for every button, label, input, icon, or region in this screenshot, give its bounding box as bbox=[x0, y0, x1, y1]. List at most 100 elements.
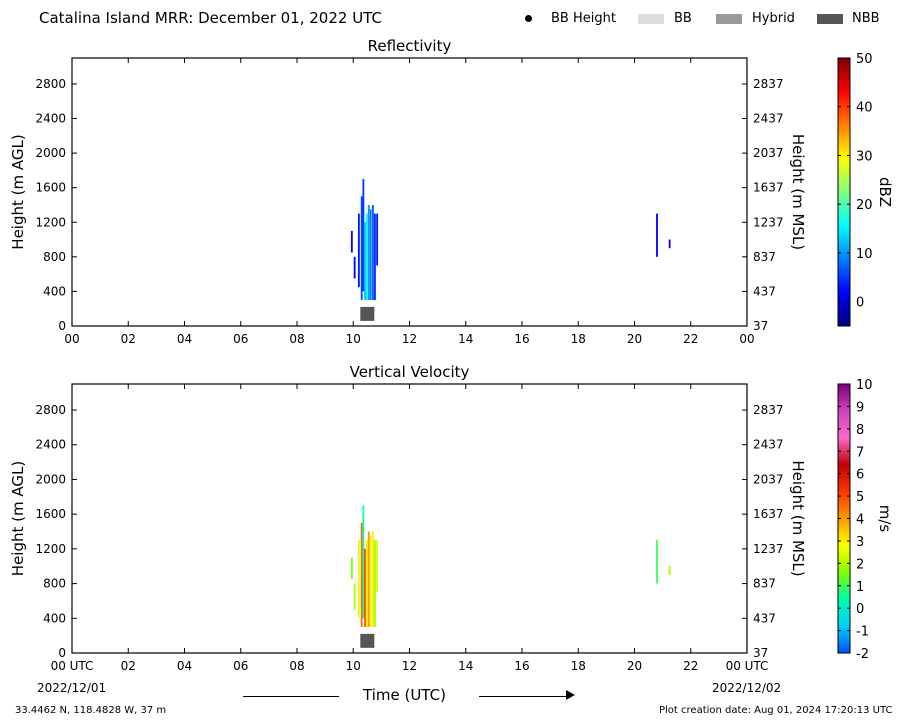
y-axis-label-right: Height (m MSL) bbox=[789, 460, 807, 576]
x-tick-label: 16 bbox=[514, 332, 529, 346]
legend-label-bb: BB bbox=[674, 11, 692, 26]
colorbar-tick-label: 0 bbox=[856, 296, 864, 311]
x-tick-label: 04 bbox=[177, 659, 192, 673]
y-tick-label-right: 1237 bbox=[753, 542, 784, 556]
data-cell bbox=[360, 522, 363, 627]
legend-swatch-nbb bbox=[817, 14, 843, 24]
legend-label-bb-height: BB Height bbox=[551, 11, 616, 26]
panel-title: Vertical Velocity bbox=[350, 363, 470, 381]
x-tick-label: 16 bbox=[514, 659, 529, 673]
data-cell bbox=[369, 535, 372, 627]
x-tick-label: 20 bbox=[627, 332, 642, 346]
y-tick-label-right: 2837 bbox=[753, 403, 784, 417]
data-cell bbox=[376, 213, 379, 266]
data-cell bbox=[365, 540, 368, 627]
y-tick-label: 800 bbox=[43, 577, 66, 591]
data-cell bbox=[357, 540, 360, 619]
x-tick-label: 14 bbox=[458, 332, 473, 346]
colorbar-tick-label: 7 bbox=[856, 445, 864, 460]
x-axis-label: Time (UTC) bbox=[363, 686, 446, 704]
plot-frame bbox=[71, 383, 748, 654]
colorbar-tick-label: 30 bbox=[856, 149, 873, 164]
y-tick-label: 2000 bbox=[35, 146, 66, 160]
y-tick-label-right: 2437 bbox=[753, 438, 784, 452]
x-tick-label: 00 bbox=[739, 332, 754, 346]
y-tick-label: 800 bbox=[43, 250, 66, 264]
x-tick-label: 22 bbox=[683, 332, 698, 346]
data-cell bbox=[350, 557, 353, 580]
legend-label-hybrid: Hybrid bbox=[752, 11, 795, 26]
x-tick-label: 22 bbox=[683, 659, 698, 673]
data-cell bbox=[369, 209, 372, 301]
x-tick-label: 08 bbox=[289, 332, 304, 346]
y-tick-label: 400 bbox=[43, 284, 66, 298]
y-axis-label: Height (m AGL) bbox=[9, 461, 27, 576]
y-tick-label: 0 bbox=[58, 319, 66, 333]
x-tick-label: 02 bbox=[121, 332, 136, 346]
y-tick-label-right: 1637 bbox=[753, 507, 784, 521]
x-tick-label: 10 bbox=[346, 332, 361, 346]
x-tick-label: 08 bbox=[289, 659, 304, 673]
y-tick-label-right: 437 bbox=[753, 284, 776, 298]
colorbar-tick-label: 6 bbox=[856, 468, 864, 483]
x-tick-label: 14 bbox=[458, 659, 473, 673]
x-tick-label: 20 bbox=[627, 659, 642, 673]
data-cell bbox=[668, 566, 671, 575]
colorbar-tick-label: 0 bbox=[856, 602, 864, 617]
figure-title: Catalina Island MRR: December 01, 2022 U… bbox=[39, 9, 382, 27]
data-cell bbox=[353, 256, 356, 279]
y-tick-label-right: 1237 bbox=[753, 215, 784, 229]
colorbar-tick-label: -1 bbox=[856, 625, 869, 640]
y-tick-label: 2400 bbox=[35, 112, 66, 126]
y-tick-label-right: 2437 bbox=[753, 112, 784, 126]
y-tick-label: 0 bbox=[58, 646, 66, 660]
x-tick-label: 18 bbox=[571, 659, 586, 673]
y-tick-label-right: 2837 bbox=[753, 77, 784, 91]
y-tick-label-right: 837 bbox=[753, 577, 776, 591]
colorbar-tick-label: 3 bbox=[856, 535, 864, 550]
y-tick-label-right: 1637 bbox=[753, 181, 784, 195]
data-cell bbox=[372, 204, 374, 301]
data-cell bbox=[365, 213, 368, 301]
data-cell bbox=[362, 505, 365, 619]
colorbar-tick-label: 50 bbox=[856, 52, 873, 67]
legend-swatch-bb bbox=[638, 14, 664, 24]
x-tick-label: 02 bbox=[121, 659, 136, 673]
time-arrow-left-line bbox=[243, 696, 339, 697]
y-tick-label: 1200 bbox=[35, 542, 66, 556]
data-cell bbox=[656, 213, 658, 257]
time-arrow-right-line bbox=[479, 696, 569, 697]
data-cell bbox=[364, 548, 366, 627]
y-tick-label-right: 2037 bbox=[753, 472, 784, 486]
x-tick-label: 10 bbox=[346, 659, 361, 673]
y-tick-label: 2800 bbox=[35, 403, 66, 417]
colorbar-tick-label: 1 bbox=[856, 580, 864, 595]
x-tick-label: 00 UTC bbox=[51, 659, 94, 673]
data-cell bbox=[367, 204, 370, 301]
colorbar-label: dBZ bbox=[876, 177, 894, 207]
bb-height-dot bbox=[525, 15, 532, 22]
plot-frame bbox=[71, 57, 748, 327]
data-cell bbox=[656, 540, 658, 584]
creation-date-text: Plot creation date: Aug 01, 2024 17:20:1… bbox=[659, 705, 893, 716]
colorbar-tick-label: 40 bbox=[856, 101, 873, 116]
data-cell bbox=[367, 531, 370, 627]
x-tick-label: 06 bbox=[233, 659, 248, 673]
data-cell bbox=[362, 179, 365, 292]
location-text: 33.4462 N, 118.4828 W, 37 m bbox=[15, 705, 167, 716]
y-tick-label: 2400 bbox=[35, 438, 66, 452]
data-cell bbox=[364, 222, 366, 301]
x-tick-label: 18 bbox=[571, 332, 586, 346]
colorbar-tick-label: 2 bbox=[856, 557, 864, 572]
data-cell bbox=[357, 213, 360, 288]
data-cell bbox=[353, 583, 356, 610]
data-cell bbox=[373, 213, 376, 301]
data-cell bbox=[350, 230, 353, 253]
time-arrow-head bbox=[566, 690, 575, 700]
legend-label-nbb: NBB bbox=[852, 11, 880, 26]
y-axis-label-right: Height (m MSL) bbox=[789, 134, 807, 250]
y-tick-label: 400 bbox=[43, 611, 66, 625]
x-tick-label: 00 UTC bbox=[726, 659, 769, 673]
colorbar-tick-label: 10 bbox=[856, 247, 873, 262]
